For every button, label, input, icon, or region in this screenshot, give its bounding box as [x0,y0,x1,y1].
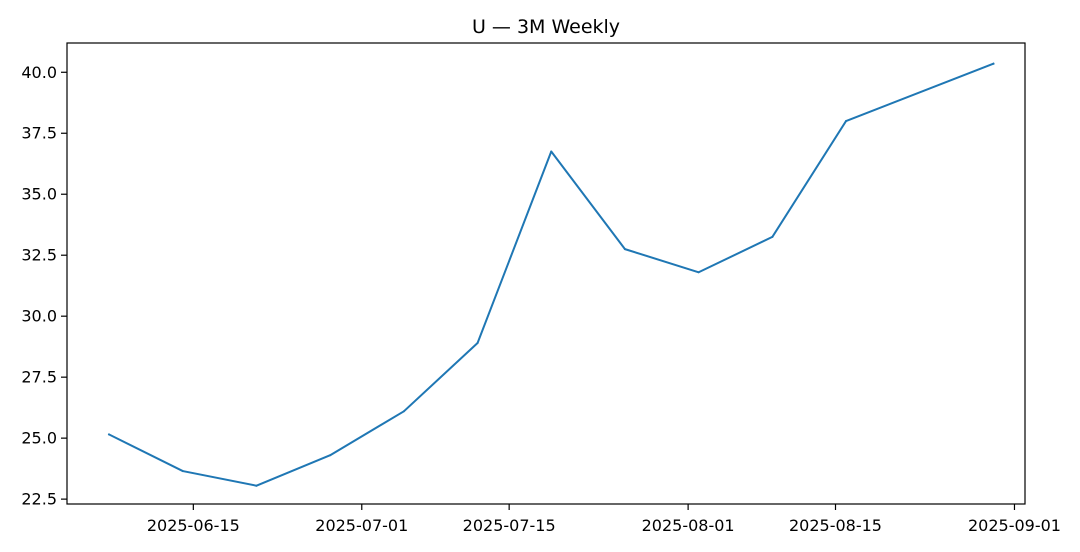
y-tick-label: 27.5 [21,368,57,387]
x-tick-label: 2025-08-15 [789,516,882,535]
data-point [476,342,479,345]
y-tick-label: 35.0 [21,185,57,204]
data-point [992,62,995,65]
data-point [329,454,332,457]
y-tick-label: 25.0 [21,429,57,448]
y-tick-label: 37.5 [21,124,57,143]
data-point [697,271,700,274]
chart-title: U — 3M Weekly [472,16,620,38]
data-point [845,120,848,123]
y-tick-label: 22.5 [21,490,57,509]
x-tick-label: 2025-07-15 [463,516,556,535]
axes: 22.5 25.0 27.5 30.0 32.5 35.0 37.5 40.0 2025-06-… [21,42,1061,535]
data-point [255,484,258,487]
data-point [771,235,774,238]
data-point [623,248,626,251]
plot-area [107,62,995,487]
data-point [108,433,111,436]
plot-frame [66,42,1026,505]
data-point [550,150,553,153]
x-tick-label: 2025-09-01 [968,516,1061,535]
series-line [107,62,995,487]
x-tick-label: 2025-07-01 [315,516,408,535]
y-tick-label: 30.0 [21,307,57,326]
x-tick-label: 2025-06-15 [147,516,240,535]
x-tick-label: 2025-08-01 [642,516,735,535]
y-tick-label: 32.5 [21,246,57,265]
data-point [402,410,405,413]
y-tick-label: 40.0 [21,63,57,82]
data-point [181,470,184,473]
